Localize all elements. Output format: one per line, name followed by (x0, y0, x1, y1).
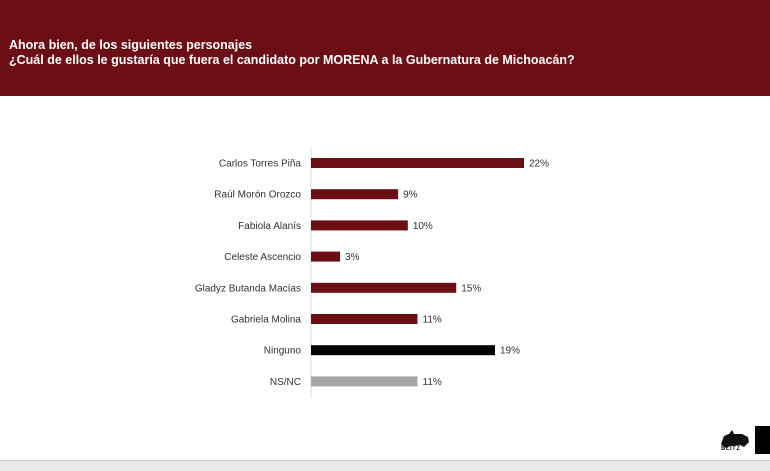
logo-text: BLITZ (721, 446, 741, 452)
chart-title: Ahora bien, de los siguientes personajes… (9, 38, 759, 68)
bar (311, 251, 341, 262)
value-label: 19% (500, 346, 520, 357)
bull-logo-icon (721, 430, 749, 448)
bar (311, 158, 524, 168)
corner-block (755, 426, 770, 454)
value-label: 10% (413, 221, 433, 232)
category-label: Carlos Torres Piña (219, 159, 302, 170)
category-label: Celeste Ascencio (224, 252, 301, 263)
value-label: 11% (423, 377, 442, 388)
bar (311, 220, 408, 231)
category-label: Fabiola Alanís (238, 221, 301, 232)
bottom-strip (0, 460, 770, 471)
category-label: Gladyz Butanda Macías (195, 283, 301, 294)
value-label: 11% (423, 315, 442, 326)
bar (311, 345, 495, 356)
bar (311, 376, 418, 387)
header-band (0, 0, 770, 96)
title-line-2: ¿Cuál de ellos le gustaría que fuera el … (9, 53, 575, 67)
value-label: 15% (461, 283, 481, 294)
category-label: Gabriela Molina (231, 315, 301, 326)
category-label: NS/NC (270, 377, 301, 388)
value-label: 9% (403, 190, 418, 201)
bar (311, 282, 457, 293)
title-line-1: Ahora bien, de los siguientes personajes (9, 38, 253, 52)
category-label: Raúl Morón Orozco (214, 190, 301, 201)
value-label: 22% (529, 159, 549, 170)
bar (311, 314, 418, 324)
category-label: Ninguno (264, 346, 302, 357)
value-label: 3% (345, 252, 360, 263)
bar (311, 189, 399, 200)
